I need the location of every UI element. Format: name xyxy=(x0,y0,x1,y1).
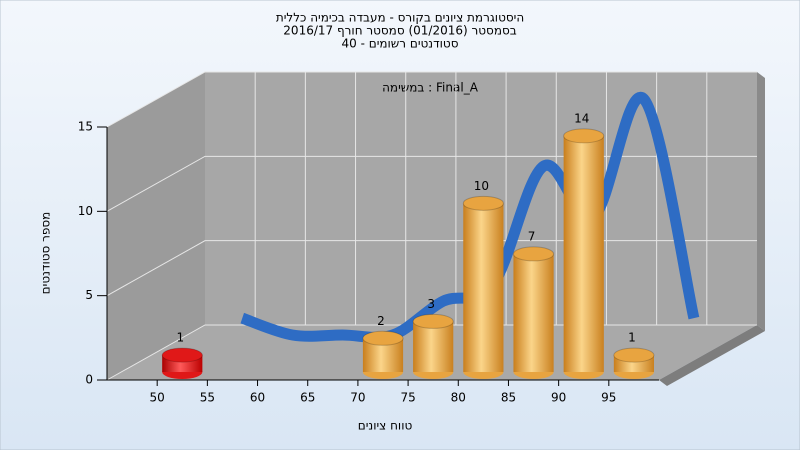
bar-top xyxy=(563,128,605,144)
bar xyxy=(463,203,504,372)
floor-edge xyxy=(659,325,765,386)
value-label: 10 xyxy=(474,179,489,193)
title: היסטוגרמת ציונים בקורס - מעבדה בכימיה כל… xyxy=(276,11,524,51)
x-tick-label: 70 xyxy=(350,391,365,405)
x-tick-label: 90 xyxy=(551,391,566,405)
bar-top xyxy=(412,313,454,329)
title-line: היסטוגרמת ציונים בקורס - מעבדה בכימיה כל… xyxy=(276,11,524,25)
x-tick-label: 50 xyxy=(150,391,165,405)
bar-top xyxy=(161,347,203,363)
x-axis-label: טווח ציונים xyxy=(358,419,413,433)
grid-line xyxy=(106,71,757,128)
x-tick-label: 65 xyxy=(300,391,315,405)
bar-top xyxy=(362,330,404,346)
annotation: במשימה : Final_A xyxy=(382,81,479,95)
value-label: 1 xyxy=(176,331,184,345)
title-line: בסמסטר (01/2016) סמסטר חורף 2016/17 xyxy=(283,24,516,38)
y-tick-label: 10 xyxy=(78,204,93,218)
value-label: 2 xyxy=(377,314,385,328)
bar xyxy=(413,321,454,372)
x-tick-label: 85 xyxy=(501,391,516,405)
value-label: 1 xyxy=(628,331,636,345)
y-tick-label: 5 xyxy=(85,288,93,302)
bar-top xyxy=(613,347,655,363)
x-tick-label: 95 xyxy=(601,391,616,405)
value-label: 7 xyxy=(528,229,536,243)
value-label: 3 xyxy=(427,297,435,311)
wall-edge xyxy=(757,72,765,331)
left-wall xyxy=(107,72,205,380)
title-line: סטודנטים רשומים - 40 xyxy=(341,37,458,51)
x-tick-label: 60 xyxy=(250,391,265,405)
bar xyxy=(513,253,554,372)
bar-top xyxy=(512,246,555,262)
y-tick-label: 0 xyxy=(85,373,93,387)
y-tick-label: 15 xyxy=(78,120,93,134)
bar-top xyxy=(462,195,504,211)
value-label: 14 xyxy=(574,111,589,125)
x-tick-label: 80 xyxy=(451,391,466,405)
y-axis-label: מספר סטודנטים xyxy=(39,212,53,295)
bar xyxy=(563,135,604,372)
curve xyxy=(240,91,700,343)
x-tick-label: 55 xyxy=(200,391,215,405)
x-tick-label: 75 xyxy=(400,391,415,405)
